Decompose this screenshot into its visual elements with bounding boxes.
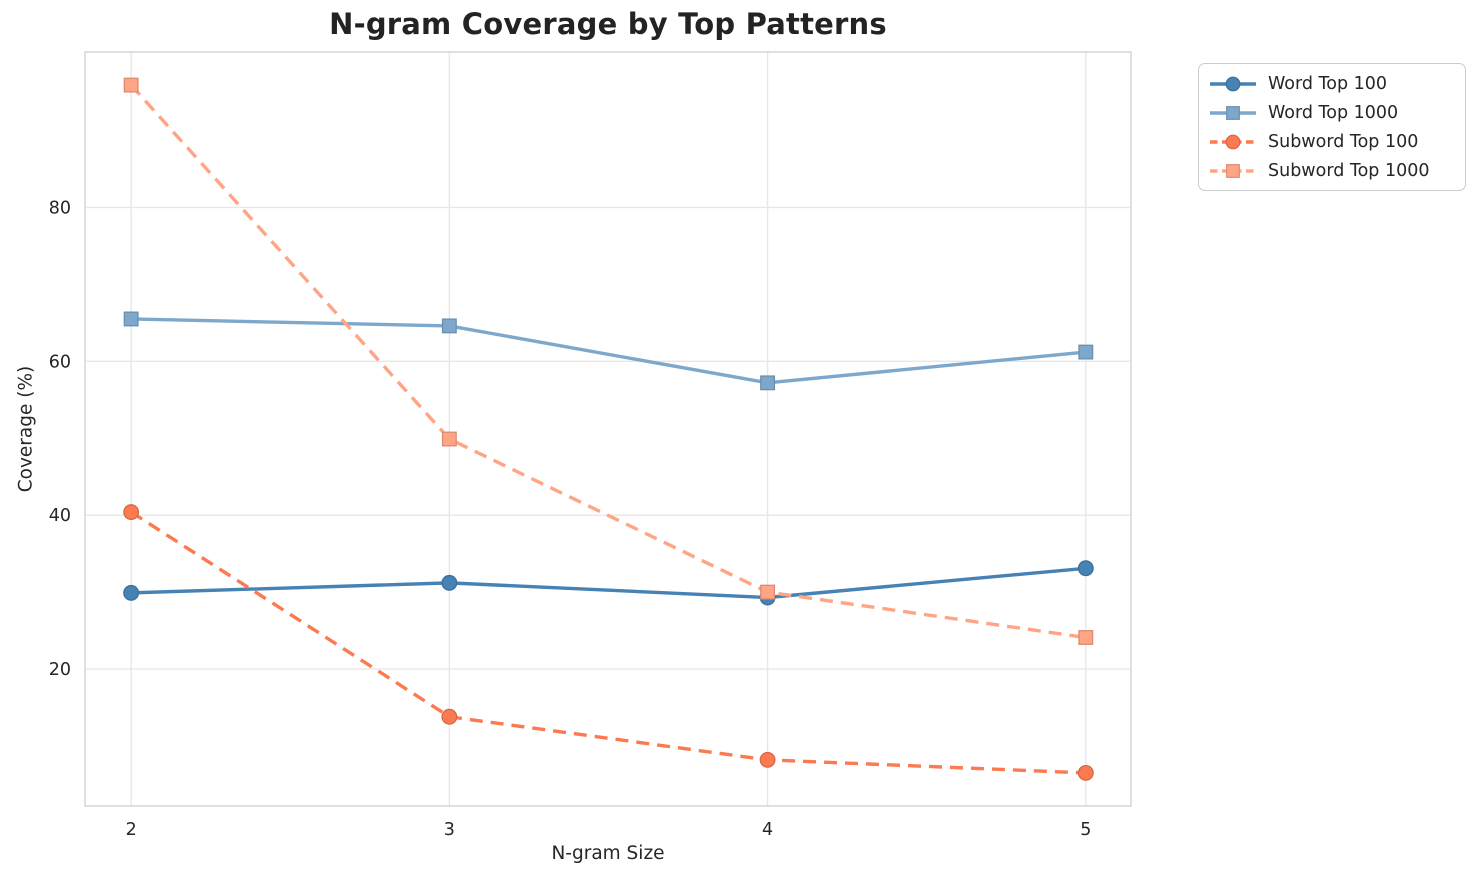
legend-marker-word-top-100: [1225, 76, 1241, 91]
legend-label-word-top-1000: Word Top 1000: [1268, 102, 1399, 123]
marker-word-top-1000: [760, 375, 776, 391]
marker-word-top-1000: [123, 311, 139, 327]
legend-item-word-top-100: Word Top 100: [1208, 69, 1455, 98]
y-tick-label: 60: [49, 352, 71, 372]
marker-subword-top-100: [759, 751, 776, 768]
legend-item-word-top-1000: Word Top 1000: [1208, 98, 1455, 127]
marker-subword-top-1000: [1078, 630, 1094, 645]
x-tick-label: 3: [444, 820, 455, 840]
marker-subword-top-100: [123, 504, 140, 521]
marker-word-top-1000: [1078, 344, 1094, 360]
series-line-word-top-100: [131, 566, 1086, 600]
y-tick-label: 80: [49, 198, 71, 218]
legend-swatch-word-top-100: [1210, 76, 1256, 91]
marker-word-top-100: [1077, 560, 1094, 577]
marker-subword-top-100: [441, 708, 458, 725]
marker-word-top-100: [441, 574, 458, 591]
legend-swatch-subword-top-100: [1210, 134, 1256, 149]
y-tick-label: 40: [49, 506, 71, 526]
legend-label-subword-top-1000: Subword Top 1000: [1268, 160, 1430, 181]
marker-subword-top-100: [1077, 764, 1094, 781]
legend-swatch-word-top-1000: [1210, 105, 1256, 120]
legend-item-subword-top-100: Subword Top 100: [1208, 127, 1455, 156]
series-line-word-top-1000: [131, 317, 1086, 385]
legend-label-subword-top-100: Subword Top 100: [1268, 131, 1419, 152]
chart-title: N-gram Coverage by Top Patterns: [329, 7, 887, 41]
axes-frame: [84, 51, 1132, 807]
legend-marker-subword-top-1000: [1226, 163, 1240, 178]
legend-swatch-subword-top-1000: [1210, 163, 1256, 178]
series-line-subword-top-100: [130, 510, 1086, 775]
legend-label-word-top-100: Word Top 100: [1268, 73, 1388, 94]
y-axis-label: Coverage (%): [15, 365, 37, 493]
x-tick-label: 5: [1080, 820, 1091, 840]
series-line-subword-top-1000: [129, 83, 1087, 640]
legend: Word Top 100 Word Top 1000 Subword Top 100…: [1198, 63, 1466, 191]
legend-marker-word-top-1000: [1226, 105, 1240, 120]
marker-subword-top-1000: [441, 431, 457, 447]
marker-word-top-1000: [441, 318, 457, 334]
x-axis-label: N-gram Size: [551, 843, 665, 864]
marker-word-top-100: [123, 584, 140, 601]
marker-subword-top-1000: [123, 77, 139, 93]
legend-item-subword-top-1000: Subword Top 1000: [1208, 156, 1455, 185]
x-tick-label: 4: [762, 820, 773, 840]
y-tick-label: 20: [49, 660, 71, 680]
x-tick-label: 2: [126, 820, 137, 840]
legend-marker-subword-top-100: [1225, 134, 1241, 149]
marker-subword-top-1000: [760, 584, 776, 600]
